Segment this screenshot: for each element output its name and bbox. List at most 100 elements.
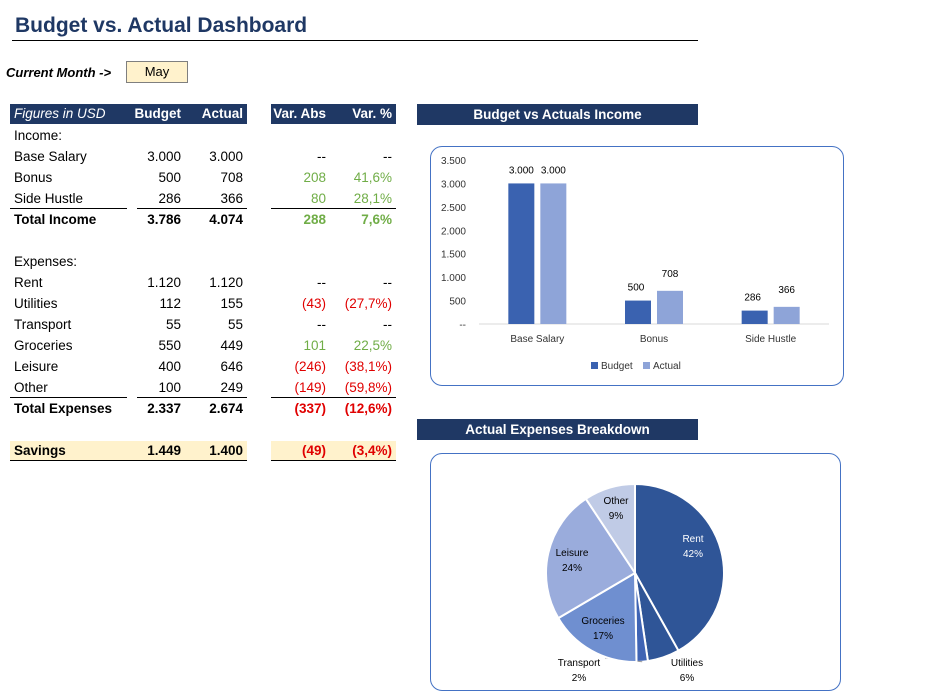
expense-row: Groceries 550 449 — [10, 335, 247, 356]
legend-swatch — [591, 362, 598, 369]
variance-pct-value: 41,6% — [353, 170, 392, 185]
variance-abs-value: (49) — [301, 443, 326, 458]
expense-row-variance: -- -- — [271, 314, 396, 335]
actual-value: 4.074 — [209, 212, 243, 227]
variance-pct-value: -- — [383, 275, 392, 290]
y-tick-label: 1.500 — [441, 250, 466, 261]
total-rule — [271, 397, 396, 398]
pie-slice-label: Leisure — [556, 548, 589, 559]
pie-slice-leisure — [545, 497, 637, 620]
row-label: Total Income — [14, 212, 97, 227]
bar-data-label: 708 — [662, 269, 679, 280]
budget-value: 500 — [158, 170, 181, 185]
actual-value: 1.120 — [209, 275, 243, 290]
row-label: Base Salary — [14, 149, 87, 164]
budget-value: 55 — [165, 317, 181, 332]
savings-variance-highlight — [271, 441, 396, 461]
row-label: Other — [14, 380, 48, 395]
variance-abs-value: (149) — [294, 380, 326, 395]
total-rule — [10, 208, 127, 209]
y-tick-label: 3.000 — [441, 179, 466, 190]
bar-budget — [508, 183, 535, 324]
expenses-pie-chart-svg: Rent 42% Utilities 6% Transport 2% Groceries 17… — [545, 482, 725, 684]
budget-value: 112 — [159, 296, 181, 311]
income-bar-chart-svg: -- 500 1.000 1.500 2.000 2.500 3.000 3.500 3.000… — [441, 156, 829, 372]
budget-value: 2.337 — [147, 401, 181, 416]
row-label: Total Expenses — [14, 401, 113, 416]
bar-actual — [773, 306, 800, 324]
var-abs-header: Var. Abs — [273, 106, 326, 121]
expense-row-variance: (43) (27,7%) — [271, 293, 396, 314]
variance-pct-value: 7,6% — [361, 212, 392, 227]
variance-pct-value: 28,1% — [353, 191, 392, 206]
total-income-row: Total Income 3.786 4.074 — [10, 209, 247, 230]
variance-pct-value: (27,7%) — [344, 296, 392, 311]
x-tick-label: Bonus — [640, 334, 668, 345]
actual-value: 708 — [220, 170, 243, 185]
actual-value: 366 — [220, 191, 243, 206]
pie-slice-label: Utilities — [671, 658, 703, 669]
variance-abs-value: (43) — [301, 296, 326, 311]
income-row-variance: 208 41,6% — [271, 167, 396, 188]
row-label: Bonus — [14, 170, 53, 185]
budget-value: 286 — [158, 191, 181, 206]
bar-data-label: 366 — [778, 285, 795, 296]
bar-actual — [540, 183, 567, 324]
pie-slice-label: Groceries — [581, 616, 624, 627]
y-tick-label: 3.500 — [441, 156, 466, 167]
pie-slice-groceries — [556, 571, 638, 663]
variance-abs-value: 208 — [303, 170, 326, 185]
row-label: Groceries — [14, 338, 73, 353]
expense-row-variance: -- -- — [271, 272, 396, 293]
row-label: Side Hustle — [14, 191, 84, 206]
x-tick-label: Side Hustle — [745, 334, 797, 345]
variance-abs-value: -- — [317, 149, 326, 164]
actual-value: 249 — [220, 380, 243, 395]
row-label: Leisure — [14, 359, 59, 374]
variance-pct-value: -- — [383, 317, 392, 332]
pie-slice-pct: 9% — [609, 511, 624, 522]
y-tick-label: 1.000 — [441, 273, 466, 284]
budget-value: 3.000 — [147, 149, 181, 164]
pie-slice-other — [584, 482, 636, 577]
total-expenses-row-variance: (337) (12,6%) — [271, 398, 396, 419]
variance-abs-value: -- — [317, 317, 326, 332]
variance-pct-value: (3,4%) — [352, 443, 392, 458]
var-pct-header: Var. % — [352, 106, 392, 121]
variance-pct-value: (59,8%) — [344, 380, 392, 395]
variance-abs-value: 80 — [310, 191, 326, 206]
actual-value: 449 — [220, 338, 243, 353]
pie-slice-label: Rent — [682, 534, 703, 545]
bar-data-label: 500 — [628, 283, 645, 294]
budget-value: 400 — [158, 359, 181, 374]
pie-slice-pct: 42% — [683, 549, 703, 560]
budget-value: 550 — [158, 338, 181, 353]
total-rule — [10, 397, 127, 398]
current-month-input[interactable]: May — [126, 61, 188, 83]
table-header: Figures in USD Budget Actual — [10, 104, 247, 124]
y-tick-label: 2.000 — [441, 226, 466, 237]
total-rule — [137, 208, 247, 209]
actual-value: 3.000 — [209, 149, 243, 164]
actual-value: 155 — [220, 296, 243, 311]
bar-data-label: 3.000 — [509, 165, 534, 176]
expenses-pie-chart: Rent 42% Utilities 6% Transport 2% Groceries 17… — [430, 453, 841, 691]
bar-actual — [657, 290, 683, 324]
pie-chart-title: Actual Expenses Breakdown — [417, 419, 698, 440]
expense-row: Leisure 400 646 — [10, 356, 247, 377]
legend-label: Actual — [653, 361, 681, 372]
savings-row: Savings 1.449 1.400 — [10, 440, 247, 461]
actual-header: Actual — [201, 106, 243, 121]
row-label: Transport — [14, 317, 72, 332]
expense-row-variance: 101 22,5% — [271, 335, 396, 356]
y-tick-label: 2.500 — [441, 203, 466, 214]
budget-value: 3.786 — [147, 212, 181, 227]
budget-header: Budget — [134, 106, 182, 121]
expense-row: Utilities 112 155 — [10, 293, 247, 314]
expense-row: Other 100 249 — [10, 377, 247, 398]
budget-value: 1.449 — [147, 443, 181, 458]
expense-row: Transport 55 55 — [10, 314, 247, 335]
variance-abs-value: 288 — [303, 212, 326, 227]
variance-header: Var. Abs Var. % — [271, 104, 396, 124]
budget-value: 100 — [158, 380, 181, 395]
